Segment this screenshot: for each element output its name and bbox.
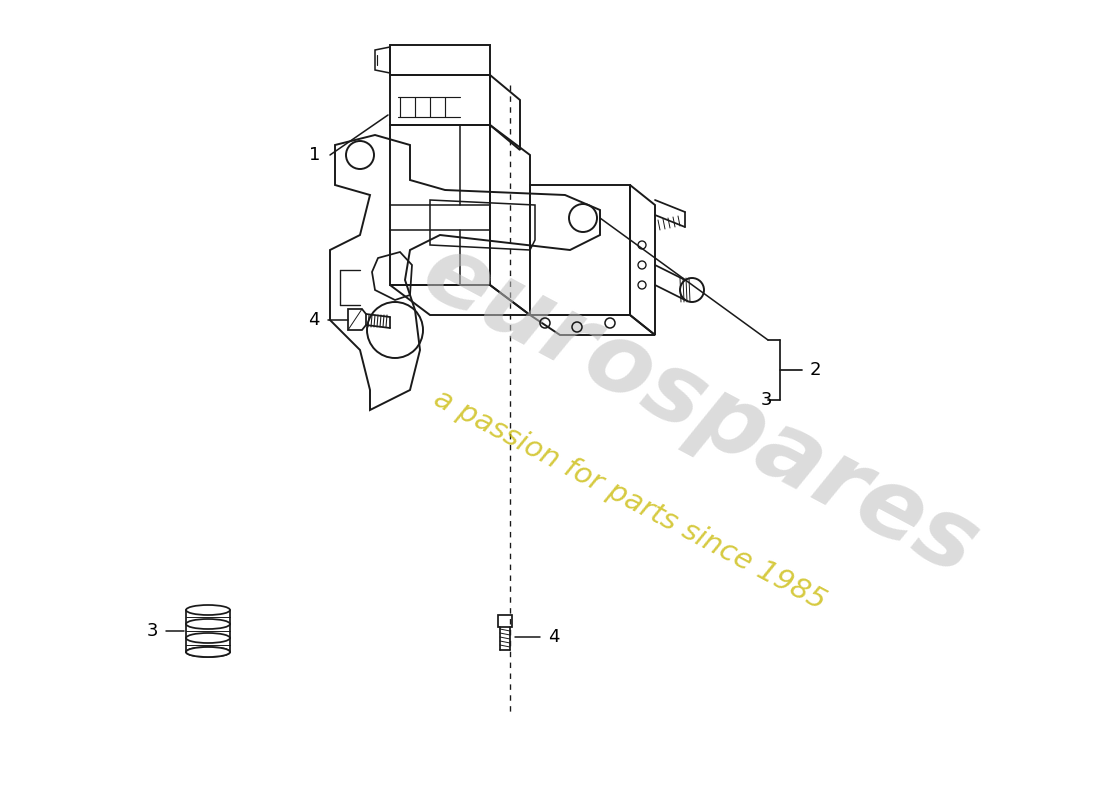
Text: a passion for parts since 1985: a passion for parts since 1985: [429, 384, 830, 616]
Text: 4: 4: [308, 311, 320, 329]
Ellipse shape: [186, 619, 230, 629]
Ellipse shape: [186, 647, 230, 657]
Text: 4: 4: [548, 628, 560, 646]
Text: 3: 3: [146, 622, 158, 640]
Text: eurospares: eurospares: [407, 225, 993, 595]
Ellipse shape: [186, 647, 230, 657]
Ellipse shape: [186, 633, 230, 643]
Ellipse shape: [186, 605, 230, 615]
Text: 3: 3: [760, 391, 772, 409]
Text: 2: 2: [810, 361, 822, 379]
Text: 1: 1: [309, 146, 320, 164]
